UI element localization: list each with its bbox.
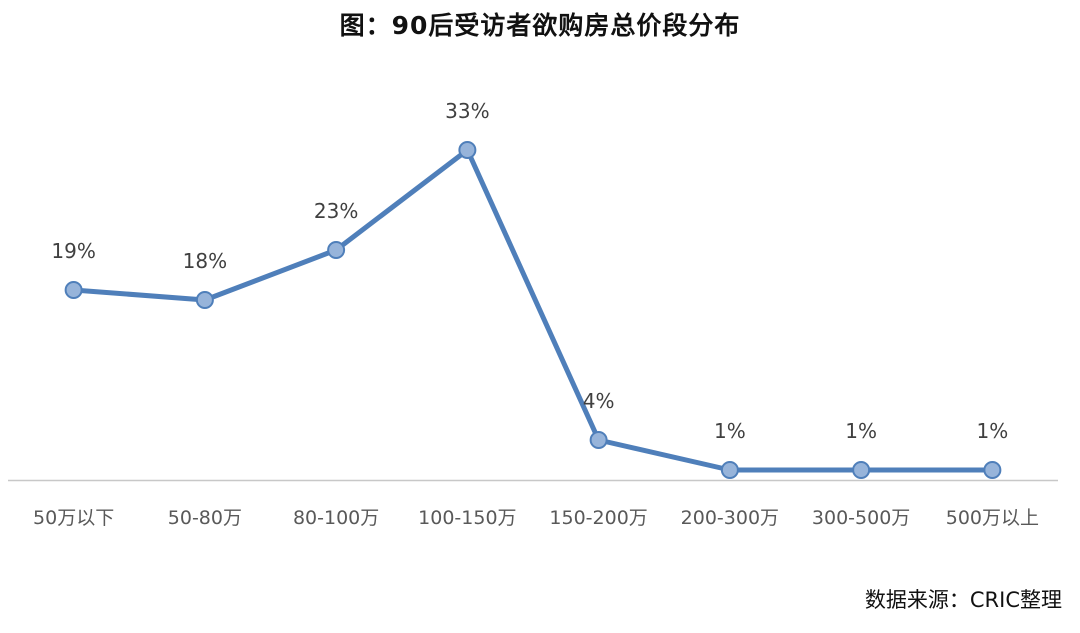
data-point bbox=[195, 291, 214, 309]
data-point bbox=[64, 281, 83, 299]
x-tick-label: 50万以下 bbox=[33, 507, 114, 529]
data-label: 1% bbox=[714, 419, 746, 443]
data-label: 1% bbox=[977, 419, 1009, 443]
data-markers bbox=[64, 141, 1002, 479]
data-label: 4% bbox=[583, 389, 615, 413]
x-tick-labels: 50万以下 50-80万 80-100万 100-150万 150-200万 200-30… bbox=[33, 507, 1039, 529]
data-label: 33% bbox=[445, 99, 489, 123]
data-label: 19% bbox=[51, 239, 95, 263]
x-tick-label: 500万以上 bbox=[946, 507, 1039, 529]
data-point bbox=[589, 431, 608, 449]
source-note: 数据来源：CRIC整理 bbox=[864, 588, 1062, 612]
series-line bbox=[71, 147, 995, 473]
data-point bbox=[458, 141, 477, 159]
data-point bbox=[327, 241, 346, 259]
data-point bbox=[852, 461, 871, 479]
data-label: 18% bbox=[183, 249, 227, 273]
data-labels: 19% 18% 23% 33% 4% 1% 1% 1% bbox=[51, 99, 1008, 443]
data-label: 1% bbox=[845, 419, 877, 443]
chart-title: 图：90后受访者欲购房总价段分布 bbox=[339, 11, 741, 40]
x-tick-label: 50-80万 bbox=[168, 507, 242, 529]
x-tick-label: 80-100万 bbox=[293, 507, 379, 529]
data-label: 23% bbox=[314, 199, 358, 223]
x-tick-label: 150-200万 bbox=[549, 507, 647, 529]
data-point bbox=[720, 461, 739, 479]
data-point bbox=[983, 461, 1002, 479]
x-tick-label: 200-300万 bbox=[681, 507, 779, 529]
x-tick-label: 300-500万 bbox=[812, 507, 910, 529]
x-tick-label: 100-150万 bbox=[418, 507, 516, 529]
